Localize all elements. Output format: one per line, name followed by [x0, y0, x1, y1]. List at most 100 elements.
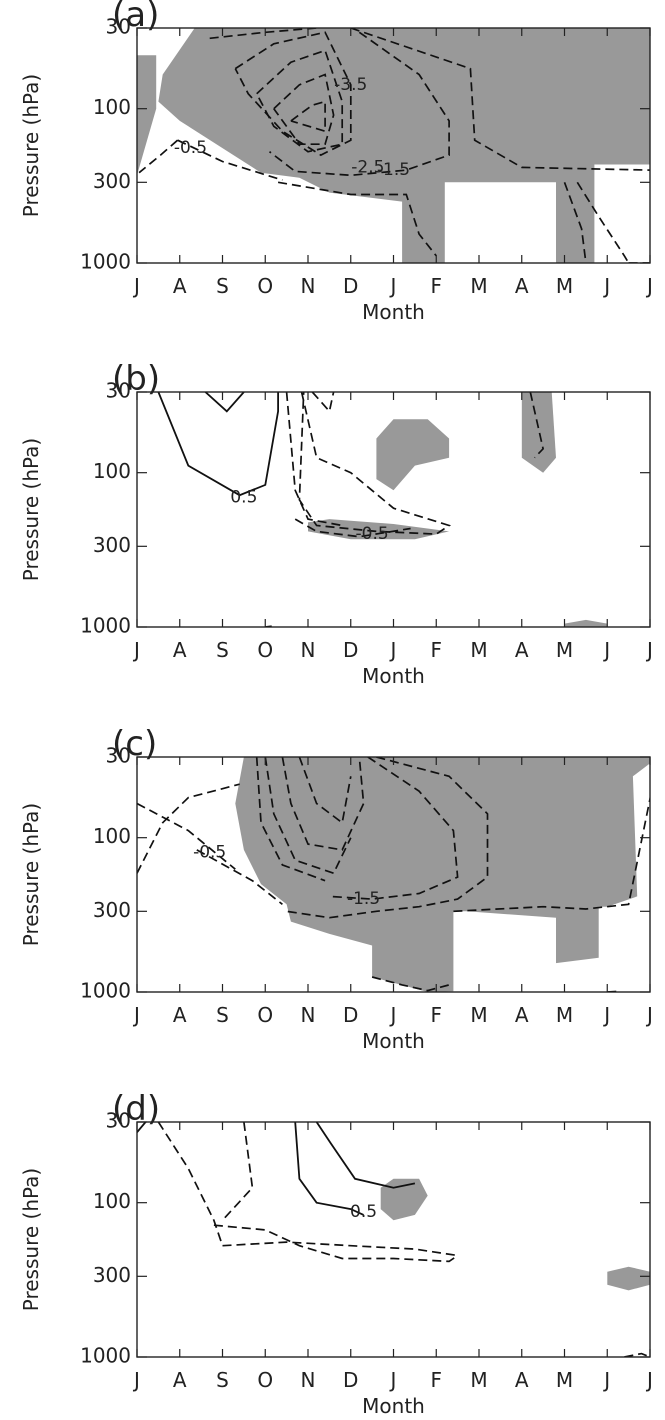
x-tick-label: A	[173, 1003, 187, 1027]
x-tick-label: J	[132, 638, 140, 662]
panel-a: -0.5 -2.5-1.5 -3.5 J A S O N D J F M A M J J 30 100 300 100…	[19, 0, 653, 324]
dashed-contour	[157, 1122, 224, 1246]
y-tick-label: 300	[93, 898, 131, 922]
dashed-contour	[234, 31, 352, 157]
x-tick-label: F	[430, 638, 442, 662]
shaded-region	[607, 1266, 650, 1291]
y-axis-title: Pressure (hPa)	[19, 438, 43, 581]
x-axis-title: Month	[362, 300, 425, 324]
contour-label: 0.5	[350, 1202, 377, 1222]
x-tick-label: A	[515, 638, 529, 662]
x-tick-label: N	[301, 1003, 316, 1027]
panel-b: 0.5 -0.5 J A S O N D J F M A M J J 30 100 300 1000 Month Pre…	[19, 359, 653, 688]
panel-letter: (d)	[112, 1089, 160, 1129]
y-tick-label: 300	[93, 1263, 131, 1287]
shaded-region	[158, 28, 650, 263]
x-tick-label: J	[602, 1368, 610, 1392]
x-tick-label: D	[343, 638, 358, 662]
shaded-region	[564, 619, 608, 627]
dashed-contour	[268, 31, 450, 177]
dashed-contour	[264, 757, 352, 875]
x-tick-label: D	[343, 1368, 358, 1392]
panel-letter: (c)	[112, 724, 157, 764]
plot-area: -0.5 -2.5-1.5 -3.5	[137, 28, 650, 263]
x-tick-label: O	[257, 1003, 273, 1027]
dashed-contour	[281, 757, 365, 851]
x-tick-label: F	[430, 1368, 442, 1392]
x-tick-label: A	[173, 274, 187, 298]
x-tick-label: J	[389, 638, 397, 662]
x-tick-label: A	[515, 1003, 529, 1027]
y-tick-label: 30	[106, 1109, 131, 1133]
y-tick-label: 100	[93, 459, 131, 483]
x-axis-title: Month	[362, 664, 425, 688]
contour-label: -3.5	[334, 75, 367, 95]
y-tick-label: 300	[93, 533, 131, 557]
dashed-contour	[255, 757, 326, 882]
y-axis-title: Pressure (hPa)	[19, 1168, 43, 1311]
x-tick-label: A	[515, 274, 529, 298]
x-tick-label: M	[470, 274, 487, 298]
dashed-contour	[273, 73, 335, 146]
y-tick-label: 1000	[80, 250, 131, 274]
contour-label: -0.5	[193, 843, 226, 863]
x-tick-label: J	[602, 1003, 610, 1027]
dashed-contour	[255, 49, 344, 153]
dashed-contour	[576, 181, 630, 263]
panel-d: 0.5 J A S O N D J F M A M J J 30 100 300 1000 Month Pressur…	[19, 1089, 653, 1418]
plot-area: 0.5 -0.5	[157, 392, 608, 627]
x-tick-label: J	[389, 1003, 397, 1027]
dashed-contour	[138, 139, 179, 174]
shaded-region	[380, 1178, 428, 1221]
contour-label: -1.5	[347, 889, 380, 909]
dashed-contour	[221, 1122, 254, 1221]
plot-area: -0.5 -1.5	[137, 757, 650, 992]
panel-c: -0.5 -1.5 J A S O N D J F M A M J J 30 100 300 1000 Month Pr…	[19, 724, 653, 1053]
x-tick-label: F	[430, 274, 442, 298]
x-tick-label: M	[470, 1368, 487, 1392]
solid-contour	[204, 392, 245, 413]
x-tick-label: N	[301, 638, 316, 662]
x-tick-label: A	[515, 1368, 529, 1392]
panel-letter: (a)	[112, 0, 159, 35]
panels: -0.5-2.5-1.5-3.5 J A S O N D J F M A M J J 30 100 300 100…	[19, 0, 653, 1418]
dashed-contour	[209, 28, 317, 40]
y-tick-label: 1000	[80, 979, 131, 1003]
dashed-contour	[137, 802, 236, 870]
x-tick-label: M	[556, 1003, 573, 1027]
x-tick-label: M	[556, 1368, 573, 1392]
x-tick-label: J	[645, 274, 653, 298]
x-tick-label: J	[645, 1003, 653, 1027]
panel-letter: (b)	[112, 359, 160, 399]
x-tick-label: M	[556, 638, 573, 662]
x-tick-label: M	[556, 274, 573, 298]
y-tick-label: 100	[93, 95, 131, 119]
x-tick-label: J	[389, 274, 397, 298]
dashed-contour	[298, 392, 452, 535]
y-tick-label: 1000	[80, 1344, 131, 1368]
dashed-contour	[177, 139, 283, 181]
x-tick-label: S	[216, 1003, 229, 1027]
dashed-contour	[285, 392, 343, 527]
shaded-region	[137, 55, 157, 176]
dashed-contour	[563, 182, 587, 263]
dashed-contour	[311, 392, 335, 414]
x-tick-label: S	[216, 274, 229, 298]
dashed-contour	[371, 976, 450, 992]
dashed-contour	[137, 783, 240, 874]
x-tick-label: O	[257, 638, 273, 662]
shaded-region	[376, 419, 450, 491]
x-tick-label: M	[470, 1003, 487, 1027]
y-tick-label: 1000	[80, 614, 131, 638]
x-tick-label: A	[173, 1368, 187, 1392]
x-tick-label: A	[173, 638, 187, 662]
y-axis-title: Pressure (hPa)	[19, 803, 43, 946]
contour-label: 0.5	[230, 488, 257, 508]
dashed-contour	[277, 181, 437, 257]
dashed-contour	[298, 757, 352, 825]
x-tick-label: O	[257, 1368, 273, 1392]
x-tick-label: N	[301, 1368, 316, 1392]
y-tick-label: 100	[93, 824, 131, 848]
dashed-contour	[453, 794, 650, 913]
